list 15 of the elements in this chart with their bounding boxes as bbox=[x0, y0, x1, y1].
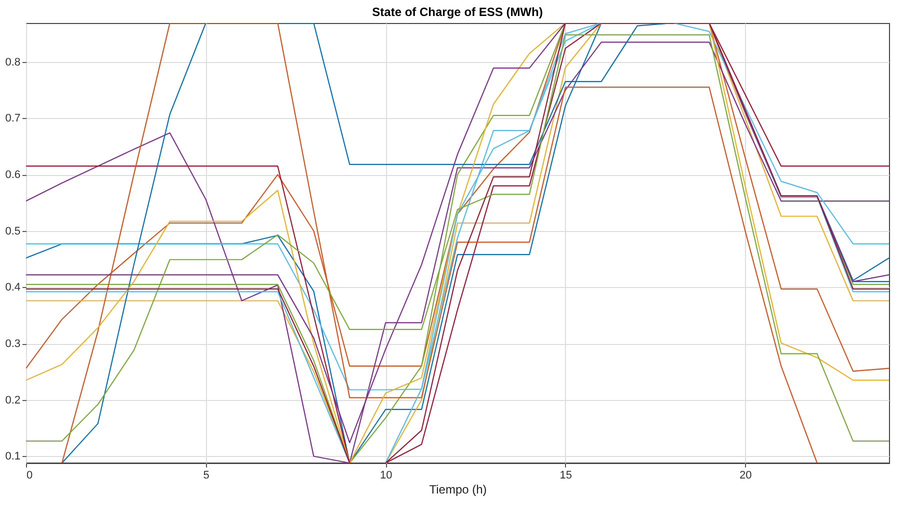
y-tick-label: 0.3 bbox=[5, 338, 20, 350]
chart-title: State of Charge of ESS (MWh) bbox=[372, 5, 543, 19]
y-tick-label: 0.7 bbox=[5, 112, 20, 125]
x-tick-label: 20 bbox=[740, 470, 752, 482]
x-tick-label: 15 bbox=[560, 470, 572, 482]
y-tick-label: 0.4 bbox=[5, 282, 20, 294]
y-tick-label: 0.8 bbox=[5, 56, 20, 68]
x-axis-title: Tiempo (h) bbox=[429, 482, 487, 496]
x-tick-label: 0 bbox=[26, 470, 33, 482]
y-tick-label: 0.6 bbox=[5, 169, 20, 182]
y-tick-label: 0.1 bbox=[5, 450, 20, 463]
x-tick-label: 5 bbox=[203, 470, 210, 482]
x-tick-label: 10 bbox=[380, 470, 392, 482]
y-tick-label: 0.2 bbox=[5, 394, 20, 406]
y-tick-label: 0.5 bbox=[5, 225, 20, 238]
